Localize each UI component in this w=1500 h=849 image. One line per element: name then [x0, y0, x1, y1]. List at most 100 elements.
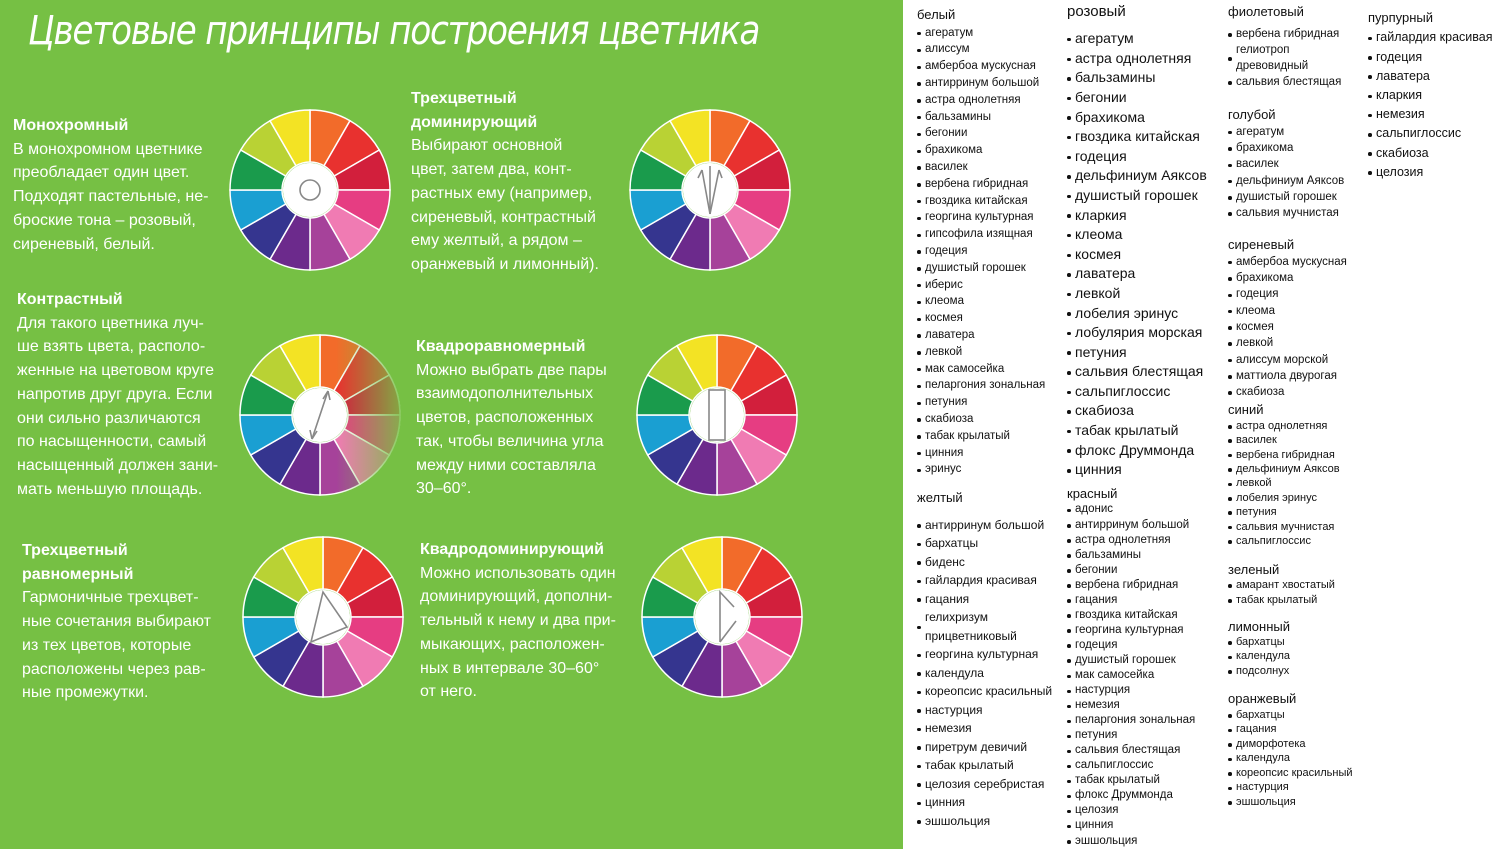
principle-heading: доминирующий	[411, 113, 538, 131]
plant-item: сальвия блестящая	[1228, 74, 1350, 90]
plant-item: левкой	[1228, 335, 1363, 351]
plant-item: бегонии	[1067, 88, 1227, 108]
list-heading: белый	[917, 7, 956, 22]
plant-item: календула	[1228, 649, 1363, 664]
plant-list: бархатцы гацания диморфотека календула корео…	[1228, 708, 1368, 810]
principle-text: женные на цветовом круге	[17, 362, 214, 380]
plant-item: скабиоза	[1368, 144, 1498, 163]
plant-item: кларкия	[1368, 86, 1498, 105]
principle-text: растных ему (например,	[411, 184, 593, 202]
plant-item: гацания	[1228, 722, 1368, 737]
list-heading: синий	[1228, 402, 1264, 417]
plant-item: эшшольция	[1228, 795, 1368, 810]
plant-list: агератум алиссум амбербоа мускусная антирри…	[917, 25, 1057, 479]
wheel-marker	[697, 169, 703, 179]
plant-list: астра однолетняя василек вербена гибридная…	[1228, 419, 1363, 549]
principle-text: мыкающих, расположен-	[420, 635, 605, 653]
plant-item: цинния	[1067, 818, 1217, 833]
plant-item: маттиола двурогая	[1228, 368, 1363, 384]
plant-item: настурция	[917, 701, 1062, 720]
wheel-segment	[668, 109, 711, 167]
plant-item: брахикома	[1067, 108, 1227, 128]
plant-item: пеларгония зональная	[917, 377, 1057, 394]
plant-item: эшшольция	[1067, 834, 1217, 849]
plant-item: немезия	[1067, 698, 1217, 713]
plant-item: лобелия эринус	[1067, 304, 1227, 324]
plant-item: целозия	[1368, 163, 1498, 182]
plant-item: гацания	[1067, 593, 1217, 608]
plant-item: бегонии	[917, 125, 1057, 142]
principle-text: напротив друг друга. Если	[17, 385, 213, 403]
plant-item: гайлардия красивая	[1368, 28, 1498, 47]
principle-text: доминирующий, дополни-	[420, 588, 613, 606]
plant-item: клеома	[917, 293, 1057, 310]
plant-item: георгина культурная	[1067, 623, 1217, 638]
plant-item: биденс	[917, 553, 1062, 572]
color-wheel	[229, 109, 391, 271]
plant-item: космея	[917, 310, 1057, 327]
principle-text: Подходят пастельные, не-	[13, 188, 209, 206]
plant-list: адонис антирринум большой астра однолетняя…	[1067, 502, 1217, 848]
plant-item: вербена гибридная	[917, 176, 1057, 193]
plant-item: сальпиглоссис	[1067, 382, 1227, 402]
principle-heading: Контрастный	[17, 291, 123, 308]
plant-list: гайлардия красивая годеция лаватера кларкия…	[1368, 28, 1498, 182]
plant-item: георгина культурная	[917, 209, 1057, 226]
plant-item: табак крылатый	[1067, 421, 1227, 441]
plant-item: гипсофила изящная	[917, 226, 1057, 243]
plant-item: сальвия мучнистая	[1228, 520, 1363, 534]
plant-item: иберис	[917, 277, 1057, 294]
plant-item: душистый горошек	[1228, 189, 1358, 205]
color-wheel	[636, 334, 798, 496]
plant-item: клеома	[1067, 225, 1227, 245]
wheel-marker	[709, 169, 720, 215]
plant-item: табак крылатый	[917, 756, 1062, 775]
list-heading: фиолетовый	[1228, 4, 1304, 19]
principles-panel: Цветовые принципы построения цветника Мо…	[0, 0, 903, 849]
list-heading: желтый	[917, 490, 963, 505]
plant-item: антирринум большой	[917, 516, 1062, 535]
plant-item: левкой	[1067, 284, 1227, 304]
plant-item: календула	[1228, 751, 1368, 766]
wheel-marker	[718, 169, 723, 179]
wheel-segment	[268, 109, 311, 167]
principle: Квадродоминирующий Можно использовать оди…	[420, 538, 616, 704]
plant-item: сальпиглоссис	[1368, 124, 1498, 143]
plant-item: бальзамины	[1067, 548, 1217, 563]
plant-item: бальзамины	[1067, 68, 1227, 88]
principle-text: Можно использовать один	[420, 564, 616, 582]
color-wheel	[239, 334, 401, 496]
wheel-marker	[309, 429, 313, 440]
plant-item: бегонии	[1067, 563, 1217, 578]
plant-list: вербена гибридная гелиотроп древовидный са…	[1228, 26, 1350, 90]
principle-text: сиреневый, белый.	[13, 235, 155, 253]
plant-item: целозия	[1067, 803, 1217, 818]
principle-text: тельный к нему и два при-	[420, 612, 616, 630]
list-heading: красный	[1067, 486, 1118, 501]
wheel-marker	[311, 430, 318, 440]
principle-text: между ними составляла	[416, 456, 596, 474]
principle-text: ему желтый, а рядом –	[411, 232, 582, 250]
color-wheel	[242, 536, 404, 698]
plant-item: кореопсис красильный	[917, 682, 1062, 701]
plant-item: космея	[1228, 319, 1363, 335]
plant-item: петуния	[1067, 728, 1217, 743]
plant-item: кореопсис красильный	[1228, 766, 1368, 781]
plant-list: амбербоа мускусная брахикома годеция клеома…	[1228, 254, 1363, 401]
plant-item: цинния	[1067, 460, 1227, 480]
plant-item: сальпиглоссис	[1228, 534, 1363, 548]
plant-item: агератум	[1067, 29, 1227, 49]
plant-item: василек	[917, 159, 1057, 176]
plant-item: годеция	[1368, 48, 1498, 67]
principle: Трехцветный доминирующий Выбирают основной…	[411, 87, 599, 277]
list-heading: пурпурный	[1368, 10, 1434, 25]
list-heading: сиреневый	[1228, 237, 1295, 252]
plant-item: пиретрум девичий	[917, 738, 1062, 757]
plant-item: сальвия блестящая	[1067, 743, 1217, 758]
list-heading: розовый	[1067, 3, 1126, 20]
plant-list: бархатцы календула подсолнух	[1228, 635, 1363, 679]
plant-list: агератум брахикома василек дельфиниум Аяксо…	[1228, 124, 1358, 222]
plant-item: вербена гибридная	[1228, 26, 1350, 42]
list-heading: лимонный	[1228, 619, 1290, 634]
principle-text: так, чтобы величина угла	[416, 432, 604, 450]
